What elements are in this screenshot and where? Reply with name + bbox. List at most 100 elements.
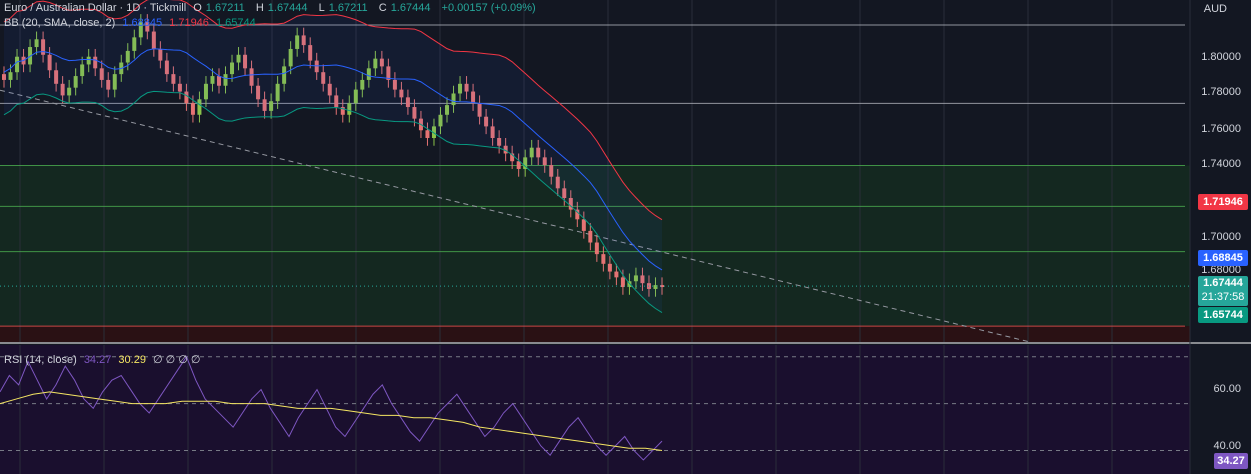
candle-body	[451, 93, 456, 106]
rsi-ma-line	[0, 391, 663, 452]
candle-body	[379, 58, 384, 67]
candle-body	[327, 83, 332, 96]
candle-body	[125, 50, 130, 63]
candle-body	[282, 66, 287, 84]
candle-body	[288, 48, 293, 67]
bb-upper-line	[3, 0, 663, 221]
candle-body	[8, 72, 13, 80]
countdown: 21:37:58	[1201, 291, 1245, 303]
candle-body	[308, 45, 313, 61]
candle-body	[171, 74, 176, 84]
price-tick: 1.78000	[1201, 86, 1241, 98]
candle-body	[112, 74, 117, 90]
candle-body	[223, 74, 228, 86]
candle-body	[614, 271, 619, 278]
candle-body	[340, 107, 345, 115]
candle-body	[640, 275, 645, 284]
red-zone	[0, 326, 1190, 342]
bb-upper-value: 1.71946	[169, 17, 209, 29]
candle-body	[477, 103, 482, 117]
candle-body	[405, 97, 410, 108]
candle-body	[262, 99, 267, 111]
symbol-title: Euro / Australian Dollar · 1D · Tickmill	[4, 2, 187, 14]
candle-body	[249, 68, 254, 86]
candle-body	[581, 219, 586, 231]
rsi-tick: 60.00	[1213, 383, 1241, 395]
candle-body	[93, 56, 98, 69]
candle-body	[373, 58, 378, 69]
candle-body	[269, 101, 274, 111]
candle-body	[197, 99, 202, 115]
open-value: 1.67211	[205, 2, 245, 14]
candle-body	[620, 277, 625, 288]
close-value: 1.67444	[390, 2, 431, 14]
close-label: C	[378, 2, 387, 14]
candle-body	[366, 68, 371, 80]
last-price-tag: 1.67444 21:37:58	[1198, 276, 1248, 306]
bb-legend[interactable]: BB (20, SMA, close, 2) 1.68845 1.71946 1…	[4, 17, 260, 29]
candle-body	[132, 37, 137, 51]
candle-body	[490, 126, 495, 138]
last-price-value: 1.67444	[1203, 277, 1243, 289]
candle-body	[275, 83, 280, 102]
candle-body	[67, 87, 72, 96]
candle-body	[510, 153, 515, 162]
high-value: 1.67444	[267, 2, 308, 14]
open-label: O	[193, 2, 202, 14]
candle-body	[523, 157, 528, 169]
candle-body	[15, 56, 20, 73]
bb-basis-value: 1.68845	[122, 17, 163, 29]
candle-body	[47, 54, 52, 71]
candle-body	[555, 176, 560, 189]
rsi-label: RSI (14, close)	[4, 354, 77, 366]
candle-body	[236, 54, 241, 63]
candle-body	[516, 161, 521, 169]
candle-body	[243, 54, 248, 69]
candle-body	[151, 31, 156, 49]
candle-body	[562, 188, 567, 198]
candle-body	[425, 130, 430, 138]
candle-body	[660, 285, 664, 288]
candle-body	[458, 83, 463, 94]
rsi-line	[0, 355, 663, 461]
candle-body	[471, 91, 476, 104]
candle-body	[190, 103, 195, 115]
candle-body	[138, 21, 143, 38]
price-tick: 1.80000	[1201, 51, 1241, 63]
candle-body	[106, 79, 111, 90]
candle-body	[445, 105, 450, 115]
candle-body	[99, 68, 104, 80]
symbol-legend: Euro / Australian Dollar · 1D · Tickmill…	[4, 2, 540, 14]
bb-lower-line	[3, 90, 663, 313]
candle-body	[607, 263, 612, 272]
bb-lower-value: 1.65744	[215, 17, 256, 29]
candle-body	[54, 70, 59, 84]
candle-body	[203, 83, 208, 100]
candle-body	[653, 285, 658, 289]
candle-body	[399, 89, 404, 98]
candle-body	[633, 275, 638, 282]
candle-body	[321, 72, 326, 84]
candle-body	[588, 230, 593, 243]
high-label: H	[255, 2, 264, 14]
candle-body	[347, 103, 352, 115]
candle-body	[314, 60, 319, 73]
candle-body	[484, 116, 489, 127]
candle-body	[301, 35, 306, 46]
candle-body	[256, 85, 261, 100]
rsi-tick: 40.00	[1213, 440, 1241, 452]
candle-body	[295, 35, 300, 49]
rsi-legend[interactable]: RSI (14, close) 34.27 30.29 ∅ ∅ ∅ ∅	[4, 353, 205, 366]
candle-body	[360, 79, 365, 90]
rsi-ma-value: 30.29	[118, 354, 146, 366]
candle-body	[34, 39, 39, 48]
rsi-extra: ∅ ∅ ∅ ∅	[153, 354, 201, 366]
candle-body	[353, 89, 358, 104]
candle-body	[164, 60, 169, 75]
candle-body	[601, 254, 606, 264]
bb-basis-tag: 1.68845	[1198, 250, 1248, 266]
rsi-bg	[0, 345, 1190, 474]
candle-body	[216, 76, 221, 86]
candle-body	[145, 21, 150, 32]
